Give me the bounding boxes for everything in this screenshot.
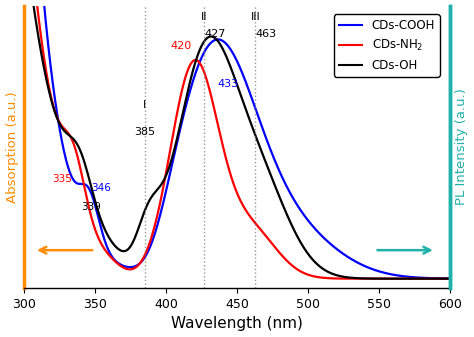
Text: I: I [143, 100, 146, 110]
Text: III: III [251, 12, 260, 22]
Text: 385: 385 [134, 127, 155, 137]
X-axis label: Wavelength (nm): Wavelength (nm) [171, 316, 303, 332]
Text: II: II [201, 12, 208, 22]
Text: 420: 420 [170, 41, 191, 51]
Text: 433: 433 [217, 79, 238, 89]
Y-axis label: Absorption (a.u.): Absorption (a.u.) [6, 91, 18, 203]
Text: 339: 339 [81, 203, 101, 212]
Text: 427: 427 [204, 29, 226, 39]
Legend: CDs-COOH, CDs-NH$_2$, CDs-OH: CDs-COOH, CDs-NH$_2$, CDs-OH [334, 14, 440, 76]
Text: 463: 463 [255, 29, 276, 39]
Text: 335: 335 [53, 174, 73, 184]
Text: 346: 346 [91, 183, 111, 193]
Y-axis label: PL Intensity (a.u.): PL Intensity (a.u.) [456, 88, 468, 205]
